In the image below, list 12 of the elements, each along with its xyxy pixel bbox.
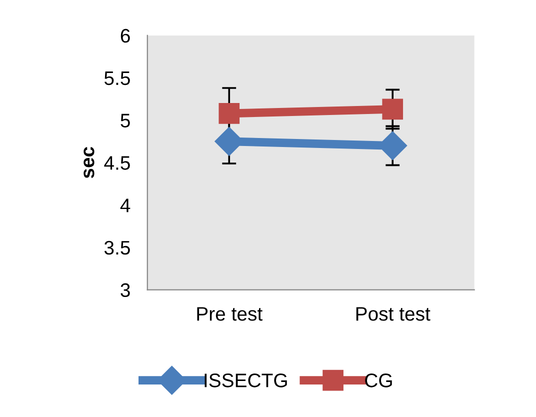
y-tick-label: 3.5 bbox=[104, 240, 130, 255]
y-tick-label: 6 bbox=[120, 28, 130, 43]
y-tick-label: 4.5 bbox=[104, 156, 130, 170]
x-tick-label: Pre test bbox=[197, 307, 262, 321]
y-tick-label: 4 bbox=[120, 198, 130, 212]
x-tick-label: Post test bbox=[356, 307, 430, 321]
y-tick-label: 5.5 bbox=[104, 72, 130, 86]
y-axis-title: sec bbox=[84, 146, 94, 178]
y-tick-label: 5 bbox=[120, 114, 130, 128]
point bbox=[382, 98, 404, 120]
point bbox=[218, 103, 240, 124]
y-tick-label: 3 bbox=[120, 283, 130, 298]
